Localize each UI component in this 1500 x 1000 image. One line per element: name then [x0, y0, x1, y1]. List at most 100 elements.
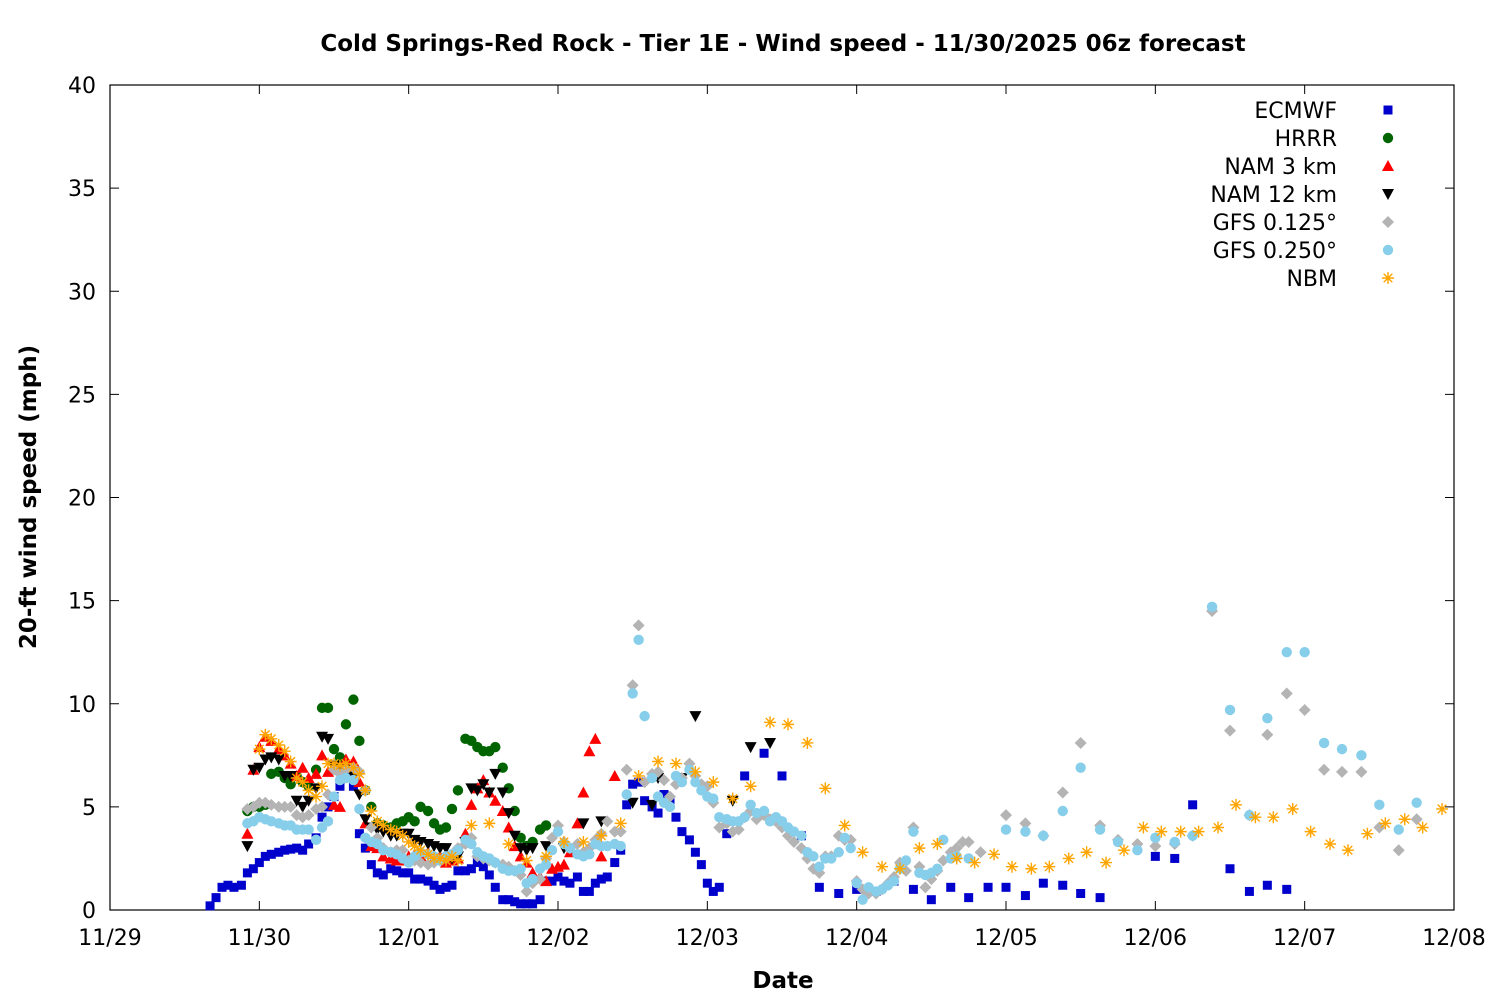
y-tick-label: 15 — [68, 590, 96, 615]
point-gfs-0-125 — [1336, 765, 1348, 778]
point-nbm — [402, 835, 415, 848]
point-ecmwf — [1020, 891, 1030, 901]
point-nbm — [451, 854, 464, 867]
point-nbm — [434, 852, 447, 865]
point-ecmwf — [690, 847, 700, 857]
legend-marker — [1382, 160, 1394, 171]
x-tick-label: 12/03 — [676, 926, 739, 951]
point-ecmwf — [423, 876, 433, 886]
point-nam-12-km — [744, 742, 757, 754]
point-ecmwf — [429, 880, 439, 890]
point-gfs-0-250 — [676, 776, 688, 788]
point-nbm — [1192, 825, 1205, 838]
point-hrrr — [490, 741, 501, 753]
point-gfs-0-250 — [527, 873, 538, 885]
point-nam-12-km — [253, 762, 266, 774]
point-nbm — [1043, 860, 1056, 873]
point-ecmwf — [504, 895, 514, 905]
point-gfs-0-250 — [808, 851, 819, 862]
point-nbm — [838, 819, 851, 832]
point-hrrr — [322, 702, 334, 714]
point-nam-12-km — [489, 768, 502, 780]
point-nbm — [1005, 860, 1018, 873]
point-ecmwf — [677, 827, 687, 837]
point-ecmwf — [398, 868, 408, 878]
legend-marker — [1382, 132, 1394, 144]
point-ecmwf — [983, 882, 993, 892]
point-nam-12-km — [296, 801, 309, 813]
point-ecmwf — [684, 835, 694, 845]
point-gfs-0-250 — [303, 824, 314, 835]
point-gfs-0-250 — [540, 859, 552, 870]
point-gfs-0-125 — [632, 619, 645, 632]
x-tick-label: 12/06 — [1124, 926, 1187, 951]
legend-label: GFS 0.125° — [1213, 211, 1337, 236]
point-hrrr — [452, 785, 464, 796]
point-ecmwf — [266, 849, 276, 859]
point-hrrr — [340, 719, 352, 730]
point-nbm — [333, 759, 346, 772]
point-ecmwf — [378, 870, 388, 880]
point-nbm — [819, 782, 832, 795]
point-nbm — [302, 784, 315, 797]
point-ecmwf — [702, 878, 712, 888]
point-nbm — [339, 757, 352, 770]
point-nbm — [689, 765, 702, 778]
point-nam-3-km — [489, 794, 502, 806]
point-nbm — [1324, 838, 1337, 850]
point-ecmwf — [584, 886, 594, 896]
point-gfs-0-250 — [328, 791, 340, 802]
point-gfs-0-125 — [1373, 821, 1386, 834]
point-ecmwf — [372, 868, 382, 878]
point-ecmwf — [964, 893, 974, 903]
point-gfs-0-125 — [626, 679, 639, 692]
point-nbm — [669, 757, 682, 770]
point-ecmwf — [740, 771, 750, 781]
point-ecmwf — [484, 870, 494, 880]
point-nam-12-km — [302, 795, 315, 807]
point-ecmwf — [435, 884, 445, 894]
point-gfs-0-250 — [1000, 824, 1012, 835]
point-ecmwf — [280, 845, 290, 855]
point-nbm — [290, 772, 303, 784]
point-nbm — [577, 835, 590, 848]
point-gfs-0-250 — [739, 811, 750, 823]
point-gfs-0-250 — [1057, 805, 1068, 817]
point-nam-12-km — [483, 787, 496, 799]
point-ecmwf — [1282, 884, 1292, 894]
point-nbm — [422, 848, 435, 861]
point-gfs-0-125 — [1392, 844, 1405, 857]
point-nbm — [272, 739, 285, 751]
point-nbm — [377, 819, 390, 832]
x-tick-label: 12/04 — [825, 926, 888, 951]
point-gfs-0-250 — [1038, 830, 1049, 841]
point-nam-12-km — [496, 787, 509, 799]
point-gfs-0-125 — [1261, 728, 1274, 741]
point-nam-12-km — [764, 737, 777, 749]
point-nbm — [968, 856, 981, 869]
point-nbm — [1062, 852, 1075, 865]
legend-label: NBM — [1286, 267, 1337, 292]
point-ecmwf — [205, 901, 215, 911]
point-nbm — [1100, 856, 1113, 869]
point-nam-12-km — [440, 843, 452, 855]
point-hrrr — [354, 735, 365, 747]
point-gfs-0-125 — [534, 873, 547, 886]
point-ecmwf — [535, 895, 545, 905]
point-nbm — [259, 728, 272, 741]
legend-marker — [1383, 105, 1393, 115]
point-nbm — [371, 815, 384, 828]
y-tick-label: 5 — [82, 796, 96, 821]
point-gfs-0-250 — [584, 849, 595, 860]
point-ecmwf — [298, 845, 308, 855]
point-nbm — [408, 840, 421, 853]
point-ecmwf — [360, 843, 370, 853]
point-gfs-0-250 — [1224, 704, 1236, 716]
point-gfs-0-250 — [963, 853, 974, 864]
point-nbm — [876, 860, 889, 873]
point-ecmwf — [653, 808, 663, 818]
point-gfs-0-125 — [1056, 786, 1069, 799]
point-ecmwf — [528, 899, 538, 909]
point-nbm — [1341, 844, 1354, 857]
point-gfs-0-250 — [354, 803, 365, 815]
